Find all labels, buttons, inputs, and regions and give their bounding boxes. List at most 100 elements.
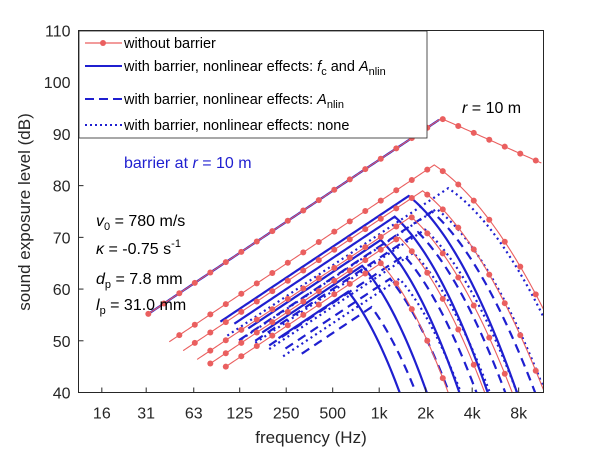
series-line <box>282 277 463 393</box>
series-solid <box>277 290 401 393</box>
series-point <box>284 217 291 224</box>
series-point <box>424 230 431 237</box>
series-point <box>300 311 307 318</box>
series-line <box>254 228 519 393</box>
series-point <box>455 181 462 188</box>
series-point <box>424 337 431 344</box>
series-dashed <box>254 230 507 393</box>
series-point <box>315 275 322 282</box>
y-tick-label: 90 <box>53 127 71 144</box>
series-dashed <box>301 305 418 393</box>
series-point <box>238 353 245 360</box>
series-point <box>346 176 353 183</box>
series-point <box>300 249 307 256</box>
series-point <box>377 215 384 222</box>
series-line <box>268 254 478 393</box>
series-point <box>145 310 152 317</box>
series-point <box>470 361 477 368</box>
legend-entry-anlin: with barrier, nonlinear effects: Anlin <box>85 92 344 111</box>
series-point <box>222 301 229 308</box>
series-point <box>377 197 384 204</box>
series-point <box>222 350 229 357</box>
series-point <box>393 236 400 243</box>
series-point <box>393 145 400 152</box>
series-line <box>168 164 544 343</box>
series-line <box>219 194 519 393</box>
series-point <box>315 239 322 246</box>
x-tick-label: 2k <box>417 406 435 423</box>
series-point <box>501 238 508 245</box>
series-point <box>517 150 524 157</box>
series-line <box>226 186 544 337</box>
series-point <box>315 301 322 308</box>
series-line <box>301 305 418 393</box>
series-red <box>207 236 486 393</box>
series-line <box>261 264 428 393</box>
series-point <box>346 267 353 274</box>
series-point <box>253 280 260 287</box>
series-point <box>346 254 353 261</box>
series-point <box>300 267 307 274</box>
series-point <box>455 122 462 129</box>
series-point <box>439 250 446 257</box>
series-point <box>315 257 322 264</box>
legend-box <box>78 30 428 139</box>
series-point <box>207 329 214 336</box>
series-point <box>362 166 369 173</box>
series-point <box>532 291 539 298</box>
series-dashed <box>268 254 478 393</box>
series-point <box>238 248 245 255</box>
series-point <box>377 233 384 240</box>
series-point <box>486 334 493 341</box>
series-point <box>486 216 493 223</box>
series-red <box>168 164 544 343</box>
series-point <box>408 176 415 183</box>
series-point <box>455 326 462 333</box>
series-point <box>269 228 276 235</box>
annotation-barrier: barrier at r = 10 m <box>124 155 252 172</box>
series-point <box>377 246 384 253</box>
series-point <box>331 246 338 253</box>
series-point <box>253 329 260 336</box>
legend-label-fc-anlin: with barrier, nonlinear effects: fc and … <box>123 59 386 78</box>
series-line <box>277 290 401 393</box>
series-point <box>424 191 431 198</box>
legend-entry-without-barrier: without barrier <box>85 36 216 52</box>
series-point <box>222 363 229 370</box>
series-point <box>517 332 524 339</box>
series-point <box>346 280 353 287</box>
series-point <box>439 206 446 213</box>
series-point <box>331 264 338 271</box>
series-point <box>362 226 369 233</box>
series-point <box>269 332 276 339</box>
series-point <box>207 311 214 318</box>
series-point <box>408 214 415 221</box>
series-point <box>207 360 214 367</box>
series-point <box>470 246 477 253</box>
legend: without barrier with barrier, nonlinear … <box>78 30 428 139</box>
series-point <box>393 205 400 212</box>
series-point <box>408 195 415 202</box>
x-axis-label: frequency (Hz) <box>255 428 366 447</box>
series-solid <box>261 264 428 393</box>
series-line <box>233 215 489 393</box>
x-tick-label: 250 <box>273 406 300 423</box>
annotation-radius: r = 10 m <box>462 100 521 117</box>
series-point <box>238 290 245 297</box>
series-dotted <box>268 251 492 393</box>
series-point <box>346 236 353 243</box>
series-point <box>331 291 338 298</box>
series-point <box>408 248 415 255</box>
y-tick-label: 50 <box>53 334 71 351</box>
series-solid <box>233 215 489 393</box>
series-point <box>160 300 167 307</box>
series-point <box>222 259 229 266</box>
series-point <box>424 166 431 173</box>
series-point <box>393 280 400 287</box>
legend-label-none: with barrier, nonlinear effects: none <box>123 118 349 134</box>
series-point <box>300 285 307 292</box>
series-point <box>470 197 477 204</box>
ticks-layer: 16 31 63 125 250 500 1k 2k 4k 8k 40 50 60 70 80 90 100 11… <box>44 24 528 423</box>
series-point <box>269 319 276 326</box>
y-tick-label: 100 <box>44 75 71 92</box>
